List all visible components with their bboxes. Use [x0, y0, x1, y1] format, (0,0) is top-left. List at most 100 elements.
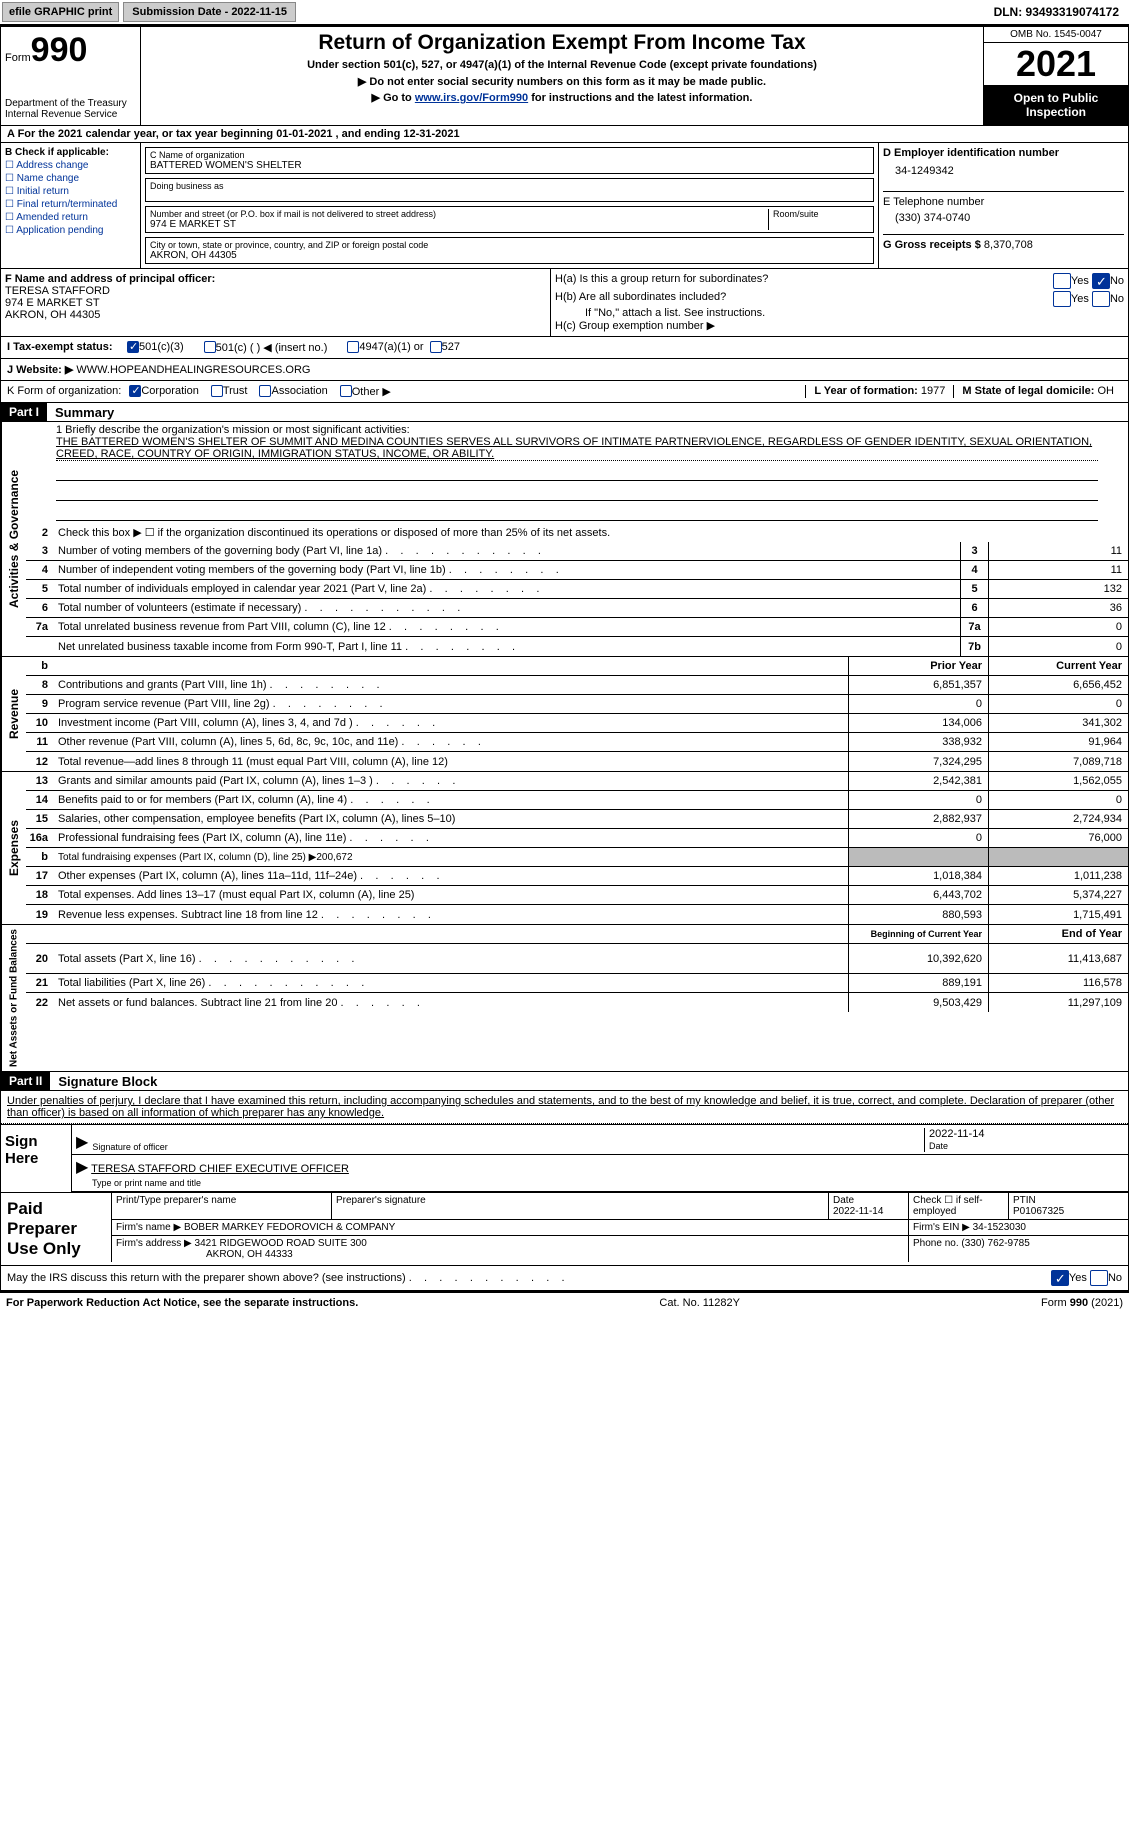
- efile-label: efile GRAPHIC print: [2, 2, 119, 22]
- line21-begin: 889,191: [848, 974, 988, 992]
- other-checkbox[interactable]: [340, 385, 352, 397]
- expenses-section: Expenses 13Grants and similar amounts pa…: [0, 772, 1129, 925]
- self-employed-check[interactable]: Check ☐ if self-employed: [908, 1193, 1008, 1219]
- line22-text: Net assets or fund balances. Subtract li…: [54, 995, 848, 1011]
- dln-label: DLN: 93493319074172: [994, 5, 1127, 19]
- line14-current: 0: [988, 791, 1128, 809]
- check-name-change[interactable]: ☐ Name change: [5, 173, 136, 184]
- preparer-sig-label: Preparer's signature: [331, 1193, 828, 1219]
- discuss-text: May the IRS discuss this return with the…: [7, 1272, 1031, 1284]
- line16a-text: Professional fundraising fees (Part IX, …: [54, 830, 848, 846]
- line14-text: Benefits paid to or for members (Part IX…: [54, 792, 848, 808]
- arrow-icon: ▶: [76, 1159, 88, 1176]
- submission-date-button[interactable]: Submission Date - 2022-11-15: [123, 2, 296, 22]
- activities-governance-section: Activities & Governance 1 Briefly descri…: [0, 422, 1129, 657]
- check-initial-return[interactable]: ☐ Initial return: [5, 186, 136, 197]
- column-d: D Employer identification number 34-1249…: [878, 143, 1128, 268]
- ptin-value: P01067325: [1013, 1206, 1064, 1217]
- officer-name-title: TERESA STAFFORD CHIEF EXECUTIVE OFFICER: [91, 1163, 349, 1175]
- line11-prior: 338,932: [848, 733, 988, 751]
- line21-text: Total liabilities (Part X, line 26): [54, 975, 848, 991]
- line11-text: Other revenue (Part VIII, column (A), li…: [54, 734, 848, 750]
- line13-prior: 2,542,381: [848, 772, 988, 790]
- section-bcd: B Check if applicable: ☐ Address change …: [0, 143, 1129, 269]
- 501c3-checkbox[interactable]: [127, 341, 139, 353]
- form-title: Return of Organization Exempt From Incom…: [145, 31, 979, 55]
- department-label: Department of the Treasury Internal Reve…: [5, 98, 136, 120]
- revenue-section: Revenue bPrior YearCurrent Year 8Contrib…: [0, 657, 1129, 772]
- net-assets-side-label: Net Assets or Fund Balances: [1, 925, 26, 1071]
- officer-addr1: 974 E MARKET ST: [5, 297, 100, 309]
- line15-text: Salaries, other compensation, employee b…: [54, 811, 848, 827]
- line10-text: Investment income (Part VIII, column (A)…: [54, 715, 848, 731]
- firm-phone: (330) 762-9785: [961, 1238, 1029, 1249]
- ha-yes-checkbox[interactable]: [1053, 273, 1071, 289]
- room-suite-label: Room/suite: [769, 209, 869, 230]
- line20-text: Total assets (Part X, line 16): [54, 951, 848, 967]
- discuss-yes-checkbox[interactable]: [1051, 1270, 1069, 1286]
- corporation-checkbox[interactable]: [129, 385, 141, 397]
- name-title-label: Type or print name and title: [76, 1178, 201, 1188]
- firm-ein: 34-1523030: [973, 1222, 1026, 1233]
- line9-current: 0: [988, 695, 1128, 713]
- check-amended-return[interactable]: ☐ Amended return: [5, 212, 136, 223]
- discuss-no-checkbox[interactable]: [1090, 1270, 1108, 1286]
- org-name: BATTERED WOMEN'S SHELTER: [150, 160, 869, 171]
- line19-text: Revenue less expenses. Subtract line 18 …: [54, 907, 848, 923]
- line9-prior: 0: [848, 695, 988, 713]
- line18-text: Total expenses. Add lines 13–17 (must eq…: [54, 887, 848, 903]
- line2-text: Check this box ▶ ☐ if the organization d…: [54, 524, 1128, 541]
- dba-label: Doing business as: [150, 181, 869, 191]
- 527-checkbox[interactable]: [430, 341, 442, 353]
- form-number: 990: [31, 31, 88, 69]
- prior-year-header: Prior Year: [848, 657, 988, 675]
- line16a-prior: 0: [848, 829, 988, 847]
- line17-current: 1,011,238: [988, 867, 1128, 885]
- trust-checkbox[interactable]: [211, 385, 223, 397]
- line13-current: 1,562,055: [988, 772, 1128, 790]
- mission-label: 1 Briefly describe the organization's mi…: [56, 424, 1098, 436]
- line15-prior: 2,882,937: [848, 810, 988, 828]
- sign-here-label: Sign Here: [1, 1125, 71, 1192]
- form-subtitle: Under section 501(c), 527, or 4947(a)(1)…: [145, 59, 979, 71]
- gross-receipts-label: G Gross receipts $: [883, 239, 981, 251]
- hb-no-checkbox[interactable]: [1092, 291, 1110, 307]
- telephone-label: E Telephone number: [883, 196, 984, 208]
- column-b: B Check if applicable: ☐ Address change …: [1, 143, 141, 268]
- signature-section: Under penalties of perjury, I declare th…: [0, 1091, 1129, 1291]
- line15-current: 2,724,934: [988, 810, 1128, 828]
- line11-current: 91,964: [988, 733, 1128, 751]
- line9-text: Program service revenue (Part VIII, line…: [54, 696, 848, 712]
- mission-text: THE BATTERED WOMEN'S SHELTER OF SUMMIT A…: [56, 436, 1098, 461]
- check-final-return[interactable]: ☐ Final return/terminated: [5, 199, 136, 210]
- open-public-badge: Open to Public Inspection: [984, 85, 1128, 125]
- revenue-side-label: Revenue: [1, 657, 26, 771]
- line12-prior: 7,324,295: [848, 752, 988, 771]
- begin-year-header: Beginning of Current Year: [848, 925, 988, 943]
- line8-current: 6,656,452: [988, 676, 1128, 694]
- irs-link[interactable]: www.irs.gov/Form990: [415, 92, 528, 104]
- hc-label: H(c) Group exemption number ▶: [555, 319, 1124, 332]
- association-checkbox[interactable]: [259, 385, 271, 397]
- telephone-value: (330) 374-0740: [883, 208, 1124, 234]
- check-application-pending[interactable]: ☐ Application pending: [5, 225, 136, 236]
- form-header: Form990 Department of the Treasury Inter…: [0, 25, 1129, 126]
- 501c-checkbox[interactable]: [204, 341, 216, 353]
- row-j: J Website: ▶ WWW.HOPEANDHEALINGRESOURCES…: [0, 359, 1129, 381]
- line6-text: Total number of volunteers (estimate if …: [54, 600, 960, 616]
- line18-current: 5,374,227: [988, 886, 1128, 904]
- website-value: WWW.HOPEANDHEALINGRESOURCES.ORG: [76, 364, 310, 376]
- line7a-text: Total unrelated business revenue from Pa…: [54, 619, 960, 635]
- check-address-change[interactable]: ☐ Address change: [5, 160, 136, 171]
- form-label: Form: [5, 52, 31, 64]
- 4947-checkbox[interactable]: [347, 341, 359, 353]
- hb-yes-checkbox[interactable]: [1053, 291, 1071, 307]
- line13-text: Grants and similar amounts paid (Part IX…: [54, 773, 848, 789]
- line10-current: 341,302: [988, 714, 1128, 732]
- sig-date-value: 2022-11-14: [929, 1128, 984, 1140]
- column-f: F Name and address of principal officer:…: [1, 269, 551, 336]
- ha-no-checkbox[interactable]: [1092, 273, 1110, 289]
- line8-text: Contributions and grants (Part VIII, lin…: [54, 677, 848, 693]
- street-address: 974 E MARKET ST: [150, 219, 764, 230]
- row-k: K Form of organization: Corporation Trus…: [0, 381, 1129, 403]
